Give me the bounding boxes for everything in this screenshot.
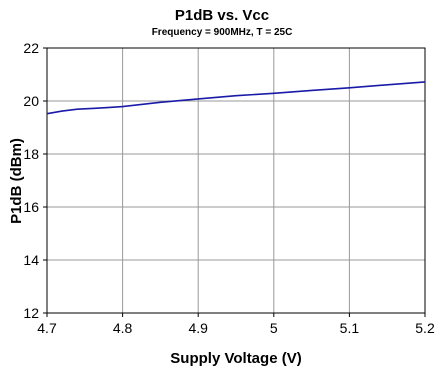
- plot-area: [46, 47, 426, 314]
- y-tick-label: 22: [23, 40, 39, 56]
- x-tick-label: 4.7: [37, 320, 57, 336]
- axis-ticks: 4.7 4.8 4.9 5 5.1 5.2 12 14 16 18 20 22: [23, 40, 435, 336]
- y-tick-label: 20: [23, 93, 39, 109]
- y-tick-label: 14: [23, 252, 39, 268]
- x-axis-label: Supply Voltage (V): [170, 350, 301, 367]
- chart-subtitle: Frequency = 900MHz, T = 25C: [152, 27, 293, 38]
- y-tick-label: 16: [23, 199, 39, 215]
- x-tick-label: 4.9: [188, 320, 208, 336]
- series-line-0: [46, 81, 426, 115]
- y-tick-label: 18: [23, 146, 39, 162]
- y-tick-label: 12: [23, 305, 39, 321]
- series-group: [46, 81, 426, 115]
- x-tick-label: 5.2: [415, 320, 435, 336]
- y-axis-label: P1dB (dBm): [8, 138, 25, 224]
- x-tick-label: 4.8: [113, 320, 133, 336]
- x-tick-label: 5: [270, 320, 278, 336]
- chart-title: P1dB vs. Vcc: [175, 7, 269, 24]
- x-tick-label: 5.1: [340, 320, 360, 336]
- grid-lines: [46, 47, 426, 314]
